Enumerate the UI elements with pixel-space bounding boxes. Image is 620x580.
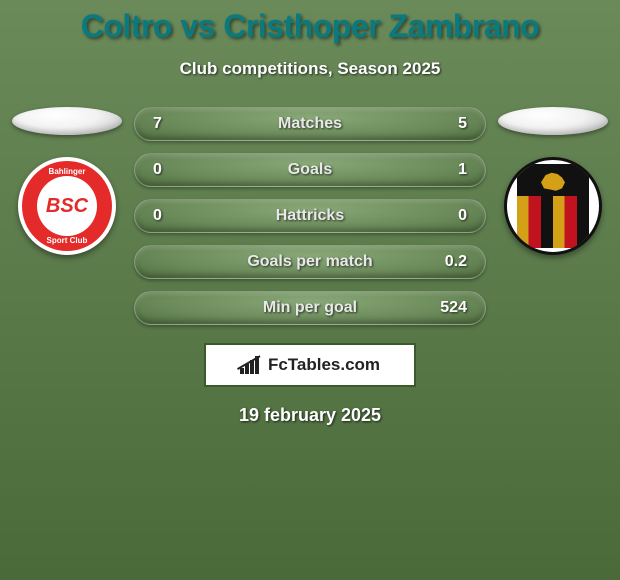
lion-icon — [538, 168, 568, 192]
stat-right-value: 0.2 — [427, 253, 467, 271]
main-row: Bahlinger BSC Sport Club 7 Matches 5 0 Goals… — [0, 107, 620, 325]
right-club-badge — [504, 157, 602, 255]
right-player-ellipse — [498, 107, 608, 135]
left-club-badge: Bahlinger BSC Sport Club — [18, 157, 116, 255]
stat-row: Min per goal 524 — [134, 291, 486, 325]
stat-label: Matches — [278, 115, 342, 133]
badge-left-top-text: Bahlinger — [49, 167, 86, 176]
attribution-text: FcTables.com — [268, 355, 380, 375]
badge-left-inner: BSC — [37, 176, 97, 236]
stat-row: 7 Matches 5 — [134, 107, 486, 141]
badge-left-bottom-text: Sport Club — [47, 236, 88, 245]
stat-right-value: 524 — [427, 299, 467, 317]
footer-date: 19 february 2025 — [0, 405, 620, 426]
right-column — [498, 107, 608, 255]
shield-top — [517, 164, 589, 196]
attribution-logo[interactable]: FcTables.com — [204, 343, 416, 387]
shield-icon — [517, 164, 589, 248]
stat-label: Min per goal — [263, 299, 357, 317]
subtitle: Club competitions, Season 2025 — [0, 59, 620, 79]
stat-row: 0 Goals 1 — [134, 153, 486, 187]
page-title: Coltro vs Cristhoper Zambrano — [0, 8, 620, 45]
stat-label: Goals per match — [247, 253, 372, 271]
stat-right-value: 5 — [427, 115, 467, 133]
stat-row: Goals per match 0.2 — [134, 245, 486, 279]
stat-row: 0 Hattricks 0 — [134, 199, 486, 233]
stat-left-value: 0 — [153, 161, 193, 179]
stat-label: Goals — [288, 161, 332, 179]
badge-left-acronym: BSC — [46, 197, 88, 215]
stat-right-value: 0 — [427, 207, 467, 225]
comparison-card: Coltro vs Cristhoper Zambrano Club compe… — [0, 0, 620, 426]
stat-right-value: 1 — [427, 161, 467, 179]
left-column: Bahlinger BSC Sport Club — [12, 107, 122, 255]
stat-left-value: 0 — [153, 207, 193, 225]
left-player-ellipse — [12, 107, 122, 135]
stat-label: Hattricks — [276, 207, 344, 225]
stats-column: 7 Matches 5 0 Goals 1 0 Hattricks 0 Goals per mat… — [134, 107, 486, 325]
bar-chart-icon — [240, 356, 262, 374]
stat-left-value: 7 — [153, 115, 193, 133]
